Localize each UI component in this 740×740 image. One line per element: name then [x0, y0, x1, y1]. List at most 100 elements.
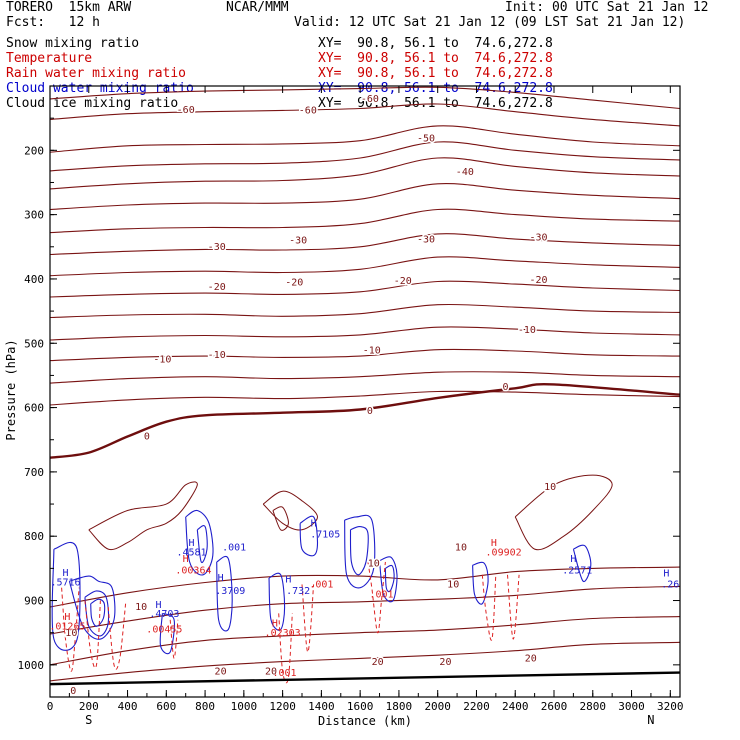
- contour-label-10: -20: [208, 282, 226, 293]
- cloud-water-contour-4: [90, 598, 106, 627]
- field-name-1: Snow mixing ratio: [6, 36, 140, 51]
- contour-label-28: 20: [215, 666, 227, 677]
- contour-label-36: .4581: [176, 548, 206, 559]
- isotherm-8: [50, 233, 680, 256]
- contour-label-30: 20: [372, 657, 384, 668]
- isotherm-16: [50, 382, 680, 459]
- isotherm-4: [50, 141, 680, 172]
- cloud-edge-contour-2: [262, 490, 319, 531]
- contour-label-14: -10: [153, 355, 171, 366]
- contour-label-23: 10: [455, 542, 467, 553]
- contour-label-31: 20: [439, 657, 451, 668]
- contour-label-20: 0: [367, 406, 373, 417]
- cloud-water-contour-15: [472, 561, 489, 605]
- init-time: Init: 00 UTC Sat 21 Jan 12: [505, 0, 709, 15]
- rain-contour-2: [84, 600, 101, 669]
- contour-label-18: 0: [70, 686, 76, 697]
- contour-label-40: H: [285, 575, 291, 586]
- cloud-water-contour-2: [68, 575, 116, 640]
- y-tick-label-7: 800: [24, 530, 44, 543]
- contour-label-58: .001: [369, 589, 393, 600]
- isotherm-19: [50, 616, 680, 666]
- contour-label-50: H: [183, 554, 189, 565]
- x-tick-label-3: 400: [118, 700, 138, 713]
- isotherm-18: [50, 585, 680, 635]
- x-tick-label-12: 2200: [463, 700, 490, 713]
- x-tick-label-10: 1800: [386, 700, 413, 713]
- contour-label-47: .2571: [562, 566, 592, 577]
- x-tick-label-15: 2800: [580, 700, 607, 713]
- cloud-water-contour-1: [51, 541, 81, 651]
- x-tick-label-16: 3000: [618, 700, 645, 713]
- contour-label-52: H: [64, 612, 70, 623]
- forecast-hour: Fcst: 12 h: [6, 15, 100, 30]
- contour-label-59: .001: [273, 668, 297, 679]
- x-tick-label-1: 0: [47, 700, 54, 713]
- cloud-water-contour-9: [268, 572, 286, 631]
- cloud-edge-contour-4: [272, 506, 289, 531]
- contour-label-60: H: [491, 538, 497, 549]
- x-tick-label-8: 1400: [308, 700, 335, 713]
- y-tick-label-4: 500: [24, 337, 44, 350]
- rain-contour-7: [367, 561, 386, 634]
- contour-label-34: .5716: [50, 578, 80, 589]
- x-tick-label-7: 1200: [269, 700, 296, 713]
- cloud-water-contour-8: [216, 555, 233, 632]
- contour-label-7: -30: [289, 236, 307, 247]
- contour-label-26: 10: [135, 602, 147, 613]
- cloud-water-contour-11: [344, 514, 376, 589]
- isotherm-3: [50, 125, 680, 153]
- contour-label-41: .732: [286, 586, 310, 597]
- cloud-water-contour-6: [185, 509, 214, 576]
- rain-contour-3: [107, 603, 127, 670]
- south-end-label: S: [85, 713, 92, 727]
- north-end-label: N: [647, 713, 654, 727]
- field-xy-2: XY= 90.8, 56.1 to 74.6,272.8: [318, 51, 553, 66]
- contour-label-38: .3709: [215, 586, 245, 597]
- isotherm-14: [50, 371, 680, 384]
- y-tick-label-2: 300: [24, 209, 44, 222]
- contour-label-1: -60: [177, 105, 195, 116]
- isotherm-15: [50, 390, 680, 406]
- cloud-water-contour-10: [299, 515, 319, 557]
- contour-label-9: -30: [529, 232, 547, 243]
- contour-label-55: H: [272, 618, 278, 629]
- contour-label-24: 10: [368, 558, 380, 569]
- cloud-water-contour-3: [84, 590, 110, 637]
- x-tick-label-4: 600: [156, 700, 176, 713]
- contour-label-5: -40: [456, 167, 474, 178]
- valid-time: Valid: 12 UTC Sat 21 Jan 12 (09 LST Sat …: [294, 15, 686, 30]
- cloud-edge-contour-3: [514, 474, 613, 551]
- contour-label-51: .00364: [175, 566, 211, 577]
- contour-label-22: 10: [544, 482, 556, 493]
- contour-label-12: -20: [394, 276, 412, 287]
- model-title: TORERO 15km ARW: [6, 0, 132, 15]
- cloud-edge-contour-1: [88, 481, 198, 551]
- cloud-water-contour-12: [349, 525, 369, 576]
- isotherm-5: [50, 157, 680, 190]
- x-tick-label-11: 2000: [424, 700, 451, 713]
- y-axis-title: Pressure (hPa): [4, 339, 18, 440]
- contour-label-27: 10: [65, 628, 77, 639]
- x-tick-label-17: 3200: [657, 700, 684, 713]
- contour-label-56: .02303: [265, 628, 301, 639]
- isotherm-20: [50, 641, 680, 682]
- contour-label-42: H: [311, 519, 317, 530]
- contour-label-54: .00455: [146, 625, 182, 636]
- field-xy-3: XY= 90.8, 56.1 to 74.6,272.8: [318, 66, 553, 81]
- isotherm-13: [50, 348, 680, 362]
- contour-label-48: H: [663, 569, 669, 580]
- plot-area: -60 -60 -60 -50 -40 -30 -30 -30 -30 -20 -20 -20 -20 -…: [50, 86, 680, 697]
- contour-label-57: .001: [309, 580, 333, 591]
- contour-label-4: -50: [417, 133, 435, 144]
- contour-label-25: 10: [447, 580, 459, 591]
- contour-label-2: -60: [299, 106, 317, 117]
- contour-label-33: H: [62, 568, 68, 579]
- cloud-water-contour-5: [159, 612, 175, 655]
- contour-label-44: H: [156, 600, 162, 611]
- field-name-3: Rain water mixing ratio: [6, 66, 187, 81]
- contour-label-43: .7105: [310, 529, 340, 540]
- contour-label-15: -10: [208, 350, 226, 361]
- y-tick-label-1: 200: [24, 144, 44, 157]
